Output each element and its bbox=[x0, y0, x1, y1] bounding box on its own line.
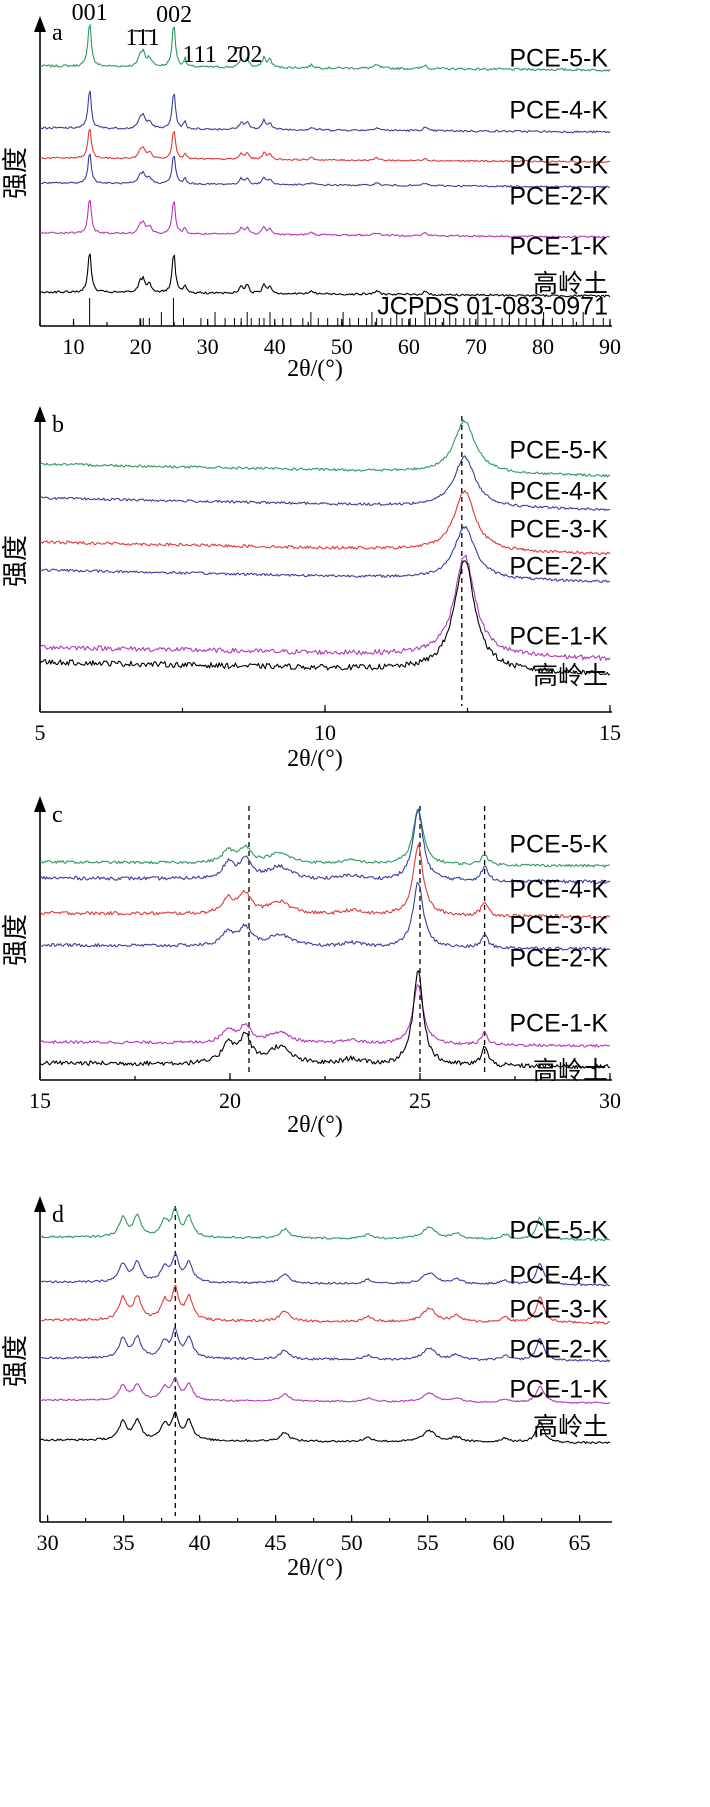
y-axis-label: 强度 bbox=[1, 1335, 31, 1387]
series-trace bbox=[39, 24, 611, 72]
x-axis-label: 2θ/(°) bbox=[287, 746, 343, 772]
x-tick-label: 20 bbox=[219, 1088, 241, 1113]
series-label: PCE-1-K bbox=[509, 623, 608, 651]
series-trace bbox=[39, 1411, 611, 1445]
panel-letter: d bbox=[52, 1202, 64, 1228]
x-tick-label: 10 bbox=[63, 334, 85, 359]
series-label: PCE-3-K bbox=[509, 912, 608, 940]
series-trace bbox=[39, 843, 611, 919]
x-tick-label: 25 bbox=[409, 1088, 431, 1113]
series-trace bbox=[39, 128, 611, 164]
x-tick-label: 50 bbox=[341, 1530, 363, 1555]
series-label: PCE-5-K bbox=[509, 1217, 608, 1245]
x-tick-label: 60 bbox=[398, 334, 420, 359]
x-tick-label: 30 bbox=[37, 1530, 59, 1555]
y-axis-arrow-icon bbox=[34, 406, 46, 422]
peak-index-label: 2̄02 bbox=[227, 42, 263, 68]
x-tick-label: 65 bbox=[569, 1530, 591, 1555]
x-tick-label: 30 bbox=[197, 334, 219, 359]
series-label: 高岭土 bbox=[533, 269, 608, 298]
series-trace bbox=[39, 1376, 611, 1405]
series-label: PCE-5-K bbox=[509, 437, 608, 465]
x-axis-label: 2θ/(°) bbox=[287, 356, 343, 382]
series-trace bbox=[39, 808, 611, 868]
x-tick-label: 10 bbox=[314, 720, 336, 745]
x-tick-label: 15 bbox=[29, 1088, 51, 1113]
x-tick-label: 90 bbox=[599, 334, 621, 359]
series-label: PCE-4-K bbox=[509, 876, 608, 904]
peak-index-label: 002 bbox=[156, 2, 192, 28]
series-label: PCE-4-K bbox=[509, 1262, 608, 1290]
series-label: 高岭土 bbox=[533, 1412, 608, 1441]
peak-index-label: 111 bbox=[182, 42, 216, 68]
series-label: PCE-4-K bbox=[509, 478, 608, 506]
series-trace bbox=[39, 525, 611, 583]
x-tick-label: 50 bbox=[331, 334, 353, 359]
series-label: PCE-2-K bbox=[509, 553, 608, 581]
xrd-panel-a: a 10 20 30 40 50 60 70 80 90 2θ/(°) 强度 PCE-5-K PCE-4-… bbox=[1, 0, 621, 382]
series-label: PCE-1-K bbox=[509, 233, 608, 261]
series-label: 高岭土 bbox=[533, 661, 608, 690]
series-trace bbox=[39, 554, 611, 661]
series-trace bbox=[39, 1284, 610, 1325]
x-tick-label: 45 bbox=[265, 1530, 287, 1555]
xrd-panel-b: b 5 10 15 2θ/(°) 强度 PCE-5-K PCE-4-K PCE-3-K PCE-2… bbox=[1, 406, 621, 772]
xrd-panel-c: c 15 20 25 30 2θ/(°) 强度 PCE-5-K PCE-4-K PCE-3-K PC… bbox=[1, 796, 621, 1138]
series-label: PCE-4-K bbox=[509, 97, 608, 125]
series-label: PCE-2-K bbox=[509, 945, 608, 973]
y-axis-arrow-icon bbox=[34, 796, 46, 812]
y-axis-label: 强度 bbox=[1, 535, 31, 587]
series-trace bbox=[39, 419, 611, 478]
y-axis-label: 强度 bbox=[1, 914, 31, 966]
y-axis-label: 强度 bbox=[1, 147, 31, 199]
x-tick-label: 55 bbox=[417, 1530, 439, 1555]
x-tick-label: 70 bbox=[465, 334, 487, 359]
series-trace bbox=[39, 455, 611, 512]
series-label: PCE-3-K bbox=[509, 516, 608, 544]
series-trace bbox=[39, 809, 611, 884]
series-label: PCE-3-K bbox=[509, 1296, 608, 1324]
series-trace bbox=[39, 881, 611, 951]
series-label: PCE-3-K bbox=[509, 152, 608, 180]
x-tick-label: 30 bbox=[599, 1088, 621, 1113]
x-tick-label: 80 bbox=[532, 334, 554, 359]
x-axis-label: 2θ/(°) bbox=[287, 1555, 343, 1581]
y-axis-arrow-icon bbox=[34, 16, 46, 32]
peak-index-label: 001 bbox=[72, 0, 108, 26]
series-trace bbox=[39, 153, 611, 189]
xrd-panel-d: d 30 35 40 45 50 55 60 65 2θ/(°) 强度 PCE-5-K PCE-4-K P… bbox=[1, 1196, 612, 1581]
peak-index-label: 1̄1̄1 bbox=[125, 25, 159, 51]
series-trace bbox=[39, 1327, 611, 1363]
series-label: PCE-5-K bbox=[509, 831, 608, 859]
y-axis-arrow-icon bbox=[34, 1196, 46, 1212]
series-label: 高岭土 bbox=[533, 1056, 608, 1085]
series-trace bbox=[39, 1207, 611, 1242]
series-trace bbox=[39, 199, 611, 239]
series-label: PCE-2-K bbox=[509, 183, 608, 211]
series-trace bbox=[39, 90, 611, 134]
series-label: PCE-5-K bbox=[509, 45, 608, 73]
series-label: PCE-2-K bbox=[509, 1336, 608, 1364]
x-tick-label: 35 bbox=[113, 1530, 135, 1555]
series-trace bbox=[39, 560, 611, 676]
x-tick-label: 60 bbox=[493, 1530, 515, 1555]
series-trace bbox=[39, 489, 611, 556]
reference-label: JCPDS 01-083-0971 bbox=[377, 293, 608, 321]
panel-letter: a bbox=[52, 20, 63, 46]
x-tick-label: 40 bbox=[264, 334, 286, 359]
x-tick-label: 5 bbox=[35, 720, 46, 745]
panel-letter: b bbox=[52, 412, 64, 438]
x-tick-label: 20 bbox=[130, 334, 152, 359]
series-trace bbox=[39, 253, 611, 298]
series-trace bbox=[39, 984, 610, 1048]
x-tick-label: 40 bbox=[189, 1530, 211, 1555]
panel-letter: c bbox=[52, 802, 63, 828]
series-trace bbox=[39, 970, 611, 1070]
series-label: PCE-1-K bbox=[509, 1010, 608, 1038]
x-tick-label: 15 bbox=[599, 720, 621, 745]
series-trace bbox=[40, 1252, 610, 1287]
x-axis-label: 2θ/(°) bbox=[287, 1112, 343, 1138]
series-label: PCE-1-K bbox=[509, 1376, 608, 1404]
